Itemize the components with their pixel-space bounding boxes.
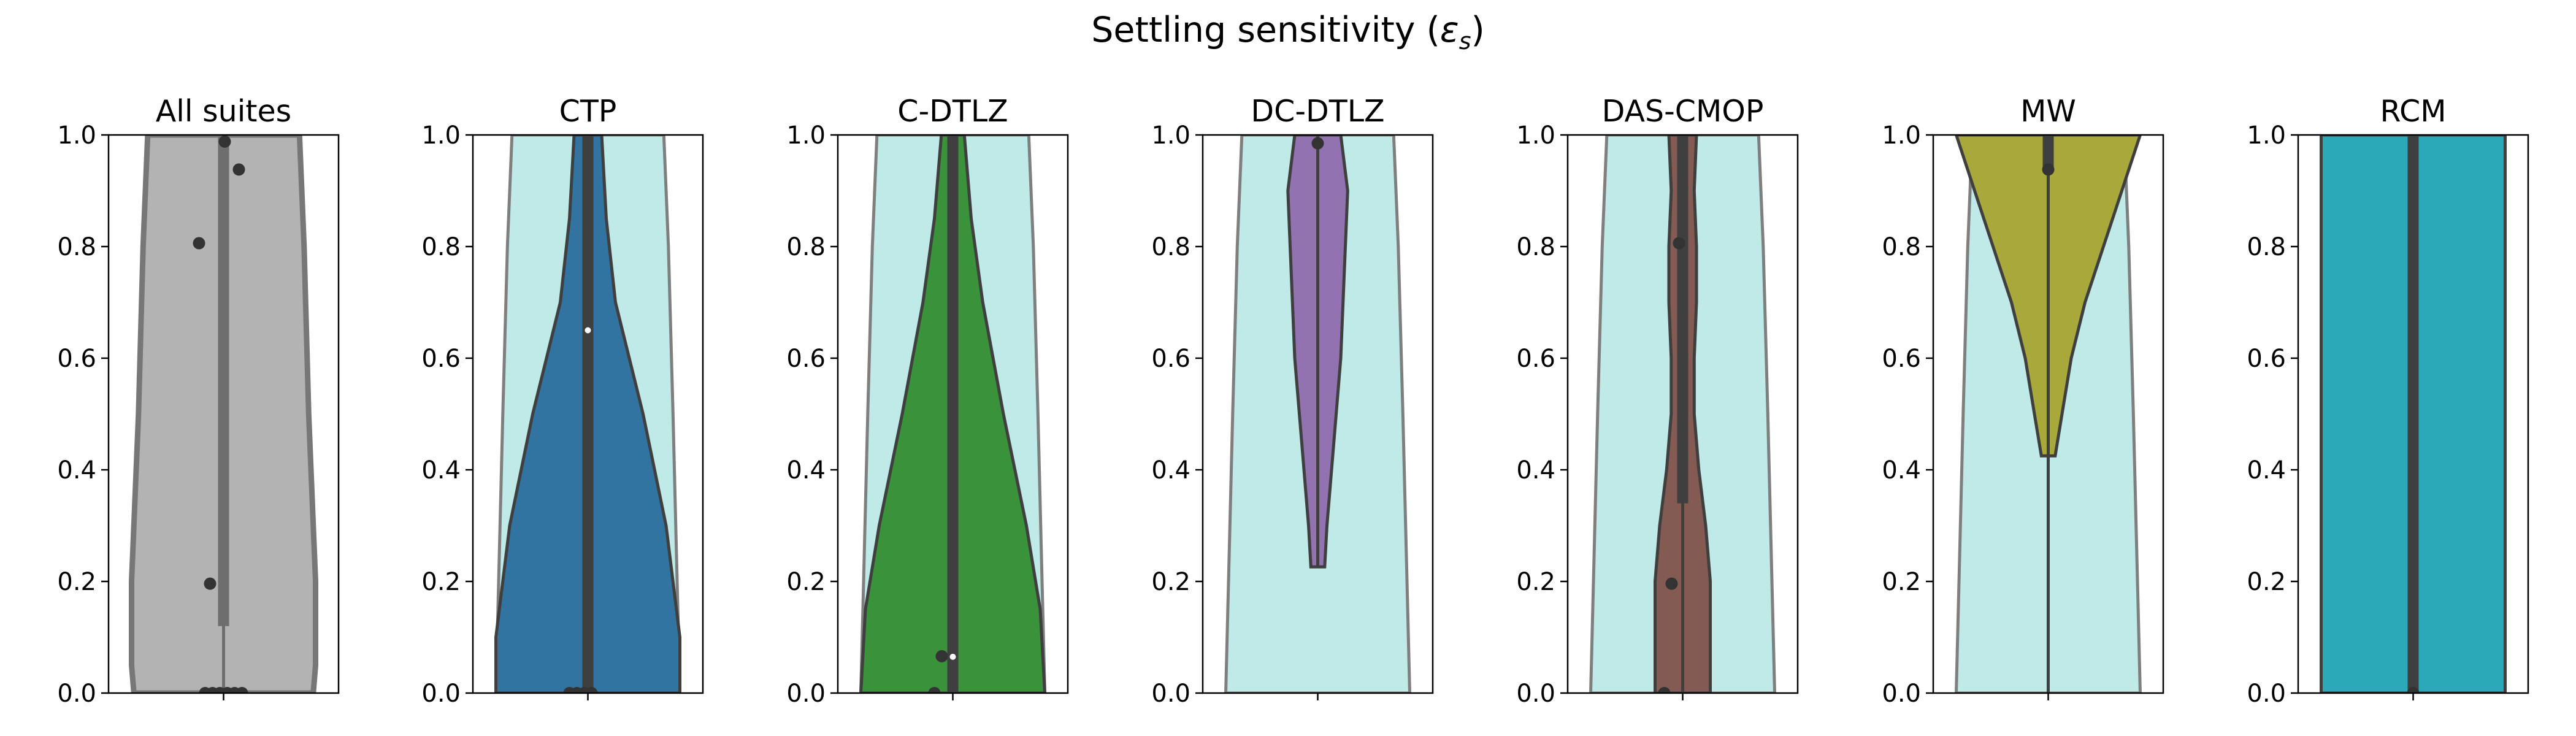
plot-area [859, 135, 1047, 693]
y-tick-label: 0.8 [1516, 233, 1555, 261]
y-tick-label: 0.6 [786, 345, 826, 373]
y-tick-label: 0.6 [1151, 345, 1190, 373]
panel-5: 0.0 0.2 0.4 0.6 0.8 1.0 DAS-CMOP [1516, 94, 1799, 708]
panel-title: All suites [156, 94, 291, 129]
y-tick-label: 0.8 [1882, 233, 1921, 261]
panel-title: MW [2020, 94, 2076, 129]
panel-2: 0.0 0.2 0.4 0.6 0.8 1.0 CTP [421, 94, 704, 708]
panel-6: 0.0 0.2 0.4 0.6 0.8 1.0 MW [1882, 94, 2164, 708]
data-point [1658, 687, 1671, 693]
data-point [1673, 237, 1685, 250]
data-point [1665, 577, 1678, 590]
y-tick-label: 0.4 [786, 456, 826, 485]
panel-title: CTP [559, 94, 617, 129]
y-tick-label: 0.8 [57, 233, 96, 261]
y-tick-label: 0.8 [1151, 233, 1190, 261]
data-point [236, 687, 248, 693]
panel-4: 0.0 0.2 0.4 0.6 0.8 1.0 DC-DTLZ [1151, 94, 1434, 708]
panel-7: 0.0 0.2 0.4 0.6 0.8 1.0 RCM [2247, 94, 2529, 708]
data-point [585, 687, 598, 693]
y-tick-label: 0.6 [57, 345, 96, 373]
y-tick-label: 0.6 [421, 345, 461, 373]
panels: 0.0 0.2 0.4 0.6 0.8 1.0 All suites 0.0 0.2 0.4 0.6… [57, 94, 2529, 708]
y-tick-label: 0.0 [421, 680, 461, 708]
median-marker [949, 653, 956, 660]
y-tick-label: 0.4 [2247, 456, 2286, 485]
data-point [928, 687, 941, 693]
y-tick-label: 0.8 [786, 233, 826, 261]
plot-area [2320, 135, 2507, 693]
y-tick-label: 0.6 [1882, 345, 1921, 373]
plot-area [1954, 135, 2142, 693]
panel-title: DC-DTLZ [1251, 94, 1384, 129]
data-point [935, 650, 948, 662]
panel-title: C-DTLZ [897, 94, 1008, 129]
data-point [193, 237, 205, 250]
y-tick-label: 0.0 [786, 680, 826, 708]
y-tick-label: 0.8 [2247, 233, 2286, 261]
plot-area [1589, 135, 1777, 693]
y-tick-label: 1.0 [1151, 121, 1190, 150]
y-tick-label: 0.4 [1882, 456, 1921, 485]
y-tick-label: 0.4 [1151, 456, 1190, 485]
y-tick-label: 0.0 [2247, 680, 2286, 708]
y-tick-label: 0.0 [1151, 680, 1190, 708]
y-tick-label: 0.0 [57, 680, 96, 708]
y-tick-label: 1.0 [1516, 121, 1555, 150]
y-tick-label: 0.2 [786, 568, 826, 596]
y-tick-label: 1.0 [786, 121, 826, 150]
y-tick-label: 1.0 [1882, 121, 1921, 150]
data-point [218, 135, 231, 148]
y-tick-label: 0.6 [2247, 345, 2286, 373]
plot-area [129, 135, 318, 693]
plot-area [1224, 135, 1412, 693]
panel-title: RCM [2380, 94, 2446, 129]
panel-title: DAS-CMOP [1602, 94, 1764, 129]
y-tick-label: 0.0 [1882, 680, 1921, 708]
y-tick-label: 1.0 [421, 121, 461, 150]
y-tick-label: 1.0 [2247, 121, 2286, 150]
data-point [204, 577, 217, 590]
y-tick-label: 0.2 [1882, 568, 1921, 596]
data-point [2407, 687, 2420, 693]
y-tick-label: 0.2 [57, 568, 96, 596]
y-tick-label: 0.4 [421, 456, 461, 485]
plot-area [494, 135, 682, 693]
y-tick-label: 0.2 [421, 568, 461, 596]
y-tick-label: 0.0 [1516, 680, 1555, 708]
panel-1: 0.0 0.2 0.4 0.6 0.8 1.0 All suites [57, 94, 340, 708]
data-point [2042, 163, 2055, 176]
y-tick-label: 0.8 [421, 233, 461, 261]
median-marker [585, 327, 591, 334]
data-point [232, 163, 245, 176]
y-tick-label: 0.2 [1516, 568, 1555, 596]
panel-3: 0.0 0.2 0.4 0.6 0.8 1.0 C-DTLZ [786, 94, 1069, 708]
y-tick-label: 0.6 [1516, 345, 1555, 373]
y-tick-label: 0.2 [2247, 568, 2286, 596]
y-tick-label: 0.2 [1151, 568, 1190, 596]
y-tick-label: 0.4 [1516, 456, 1555, 485]
y-tick-label: 1.0 [57, 121, 96, 150]
data-point [1311, 137, 1324, 150]
figure-title: Settling sensitivity (εs) [1091, 10, 1485, 55]
y-tick-label: 0.4 [57, 456, 96, 485]
